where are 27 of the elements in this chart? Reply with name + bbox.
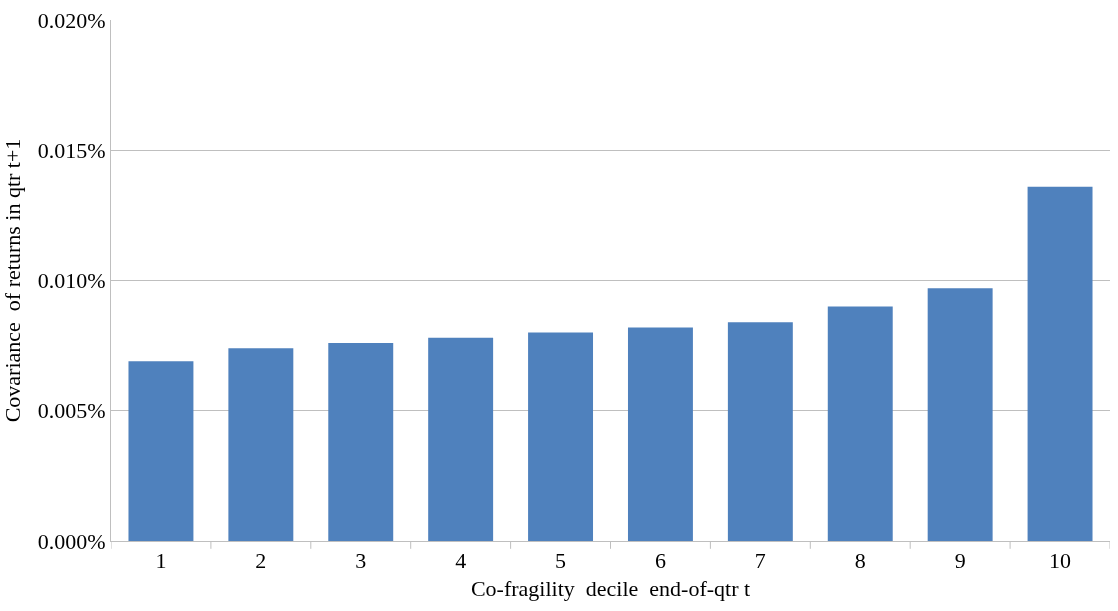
y-tick-label: 0.015% xyxy=(37,137,106,163)
bar xyxy=(228,348,294,541)
bar xyxy=(727,322,793,541)
bar xyxy=(1027,186,1093,541)
x-tick-label: 4 xyxy=(455,548,467,574)
x-tick-label: 3 xyxy=(355,548,367,574)
bar xyxy=(927,288,993,541)
y-tick-label: 0.020% xyxy=(37,7,106,33)
x-tick-label: 8 xyxy=(854,548,866,574)
x-axis-title: Co-fragility decile end-of-qtr t xyxy=(470,576,751,602)
y-tick-label: 0.000% xyxy=(37,528,106,554)
bar xyxy=(428,337,494,541)
y-tick-label: 0.010% xyxy=(37,268,106,294)
x-tick-label: 1 xyxy=(155,548,167,574)
x-tick-label: 9 xyxy=(954,548,966,574)
y-axis-title: Covariance of returns in qtr t+1 xyxy=(0,138,25,423)
x-tick-label: 5 xyxy=(555,548,567,574)
bar xyxy=(128,361,194,541)
bar xyxy=(827,306,893,541)
x-tick-label: 2 xyxy=(255,548,267,574)
bar xyxy=(328,343,394,541)
x-tick-label: 7 xyxy=(754,548,766,574)
y-tick-label: 0.005% xyxy=(37,398,106,424)
bar xyxy=(627,327,693,541)
bar xyxy=(528,332,594,541)
x-tick-label: 6 xyxy=(654,548,666,574)
x-tick-label: 10 xyxy=(1049,548,1072,574)
